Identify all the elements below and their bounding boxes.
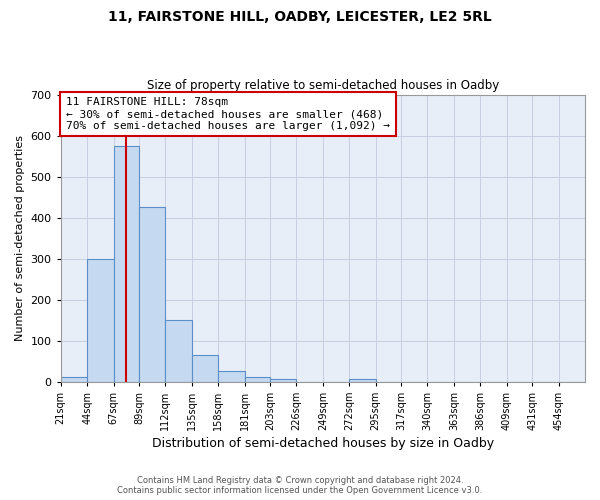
Bar [87,258,113,382]
Bar [61,378,87,382]
Bar [349,380,376,382]
Bar [218,372,245,382]
Text: Contains HM Land Registry data © Crown copyright and database right 2024.
Contai: Contains HM Land Registry data © Crown c… [118,476,482,495]
Bar [166,320,192,382]
Bar [139,208,166,382]
Y-axis label: Number of semi-detached properties: Number of semi-detached properties [15,135,25,341]
Bar [192,355,218,382]
Text: 11 FAIRSTONE HILL: 78sqm
← 30% of semi-detached houses are smaller (468)
70% of : 11 FAIRSTONE HILL: 78sqm ← 30% of semi-d… [66,98,390,130]
Title: Size of property relative to semi-detached houses in Oadby: Size of property relative to semi-detach… [147,79,499,92]
Bar [245,378,270,382]
Bar [270,380,296,382]
Bar [113,146,139,382]
X-axis label: Distribution of semi-detached houses by size in Oadby: Distribution of semi-detached houses by … [152,437,494,450]
Text: 11, FAIRSTONE HILL, OADBY, LEICESTER, LE2 5RL: 11, FAIRSTONE HILL, OADBY, LEICESTER, LE… [108,10,492,24]
